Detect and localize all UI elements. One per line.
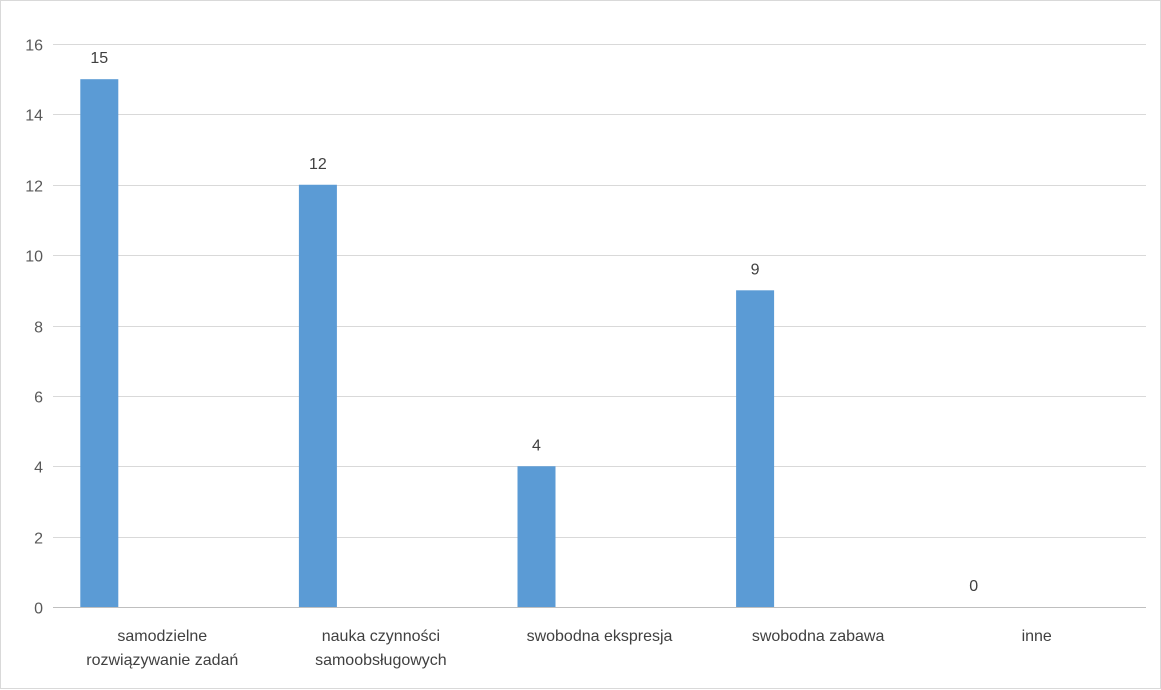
y-tick-label: 8 <box>34 320 43 337</box>
y-tick-label: 0 <box>34 601 43 618</box>
category-label: swobodna ekspresja <box>527 628 673 645</box>
y-tick-label: 10 <box>25 249 43 266</box>
data-labels: 15 12 4 9 0 <box>90 50 978 595</box>
data-label: 15 <box>90 50 108 67</box>
bar <box>298 184 337 607</box>
bar <box>736 290 775 607</box>
y-tick-label: 2 <box>34 531 43 548</box>
bar <box>517 466 556 607</box>
y-tick-label: 16 <box>25 38 43 55</box>
y-tick-label: 12 <box>25 179 43 196</box>
data-label: 12 <box>309 156 327 173</box>
bar <box>80 79 119 607</box>
data-label: 4 <box>532 437 541 454</box>
gridlines <box>53 44 1146 608</box>
category-label: samodzielne rozwiązywanie zadań <box>86 628 238 669</box>
data-label: 0 <box>969 578 978 595</box>
category-label: nauka czynności samoobsługowych <box>315 628 447 669</box>
category-label: inne <box>1022 628 1052 645</box>
bars <box>80 79 775 607</box>
category-labels: samodzielne rozwiązywanie zadań nauka czyn… <box>86 628 1052 669</box>
y-tick-label: 4 <box>34 460 43 477</box>
category-label: swobodna zabawa <box>752 628 885 645</box>
data-label: 9 <box>751 261 760 278</box>
y-tick-label: 14 <box>25 108 43 125</box>
y-axis-ticks: 0 2 4 6 8 10 12 14 16 <box>25 38 43 618</box>
y-tick-label: 6 <box>34 390 43 407</box>
